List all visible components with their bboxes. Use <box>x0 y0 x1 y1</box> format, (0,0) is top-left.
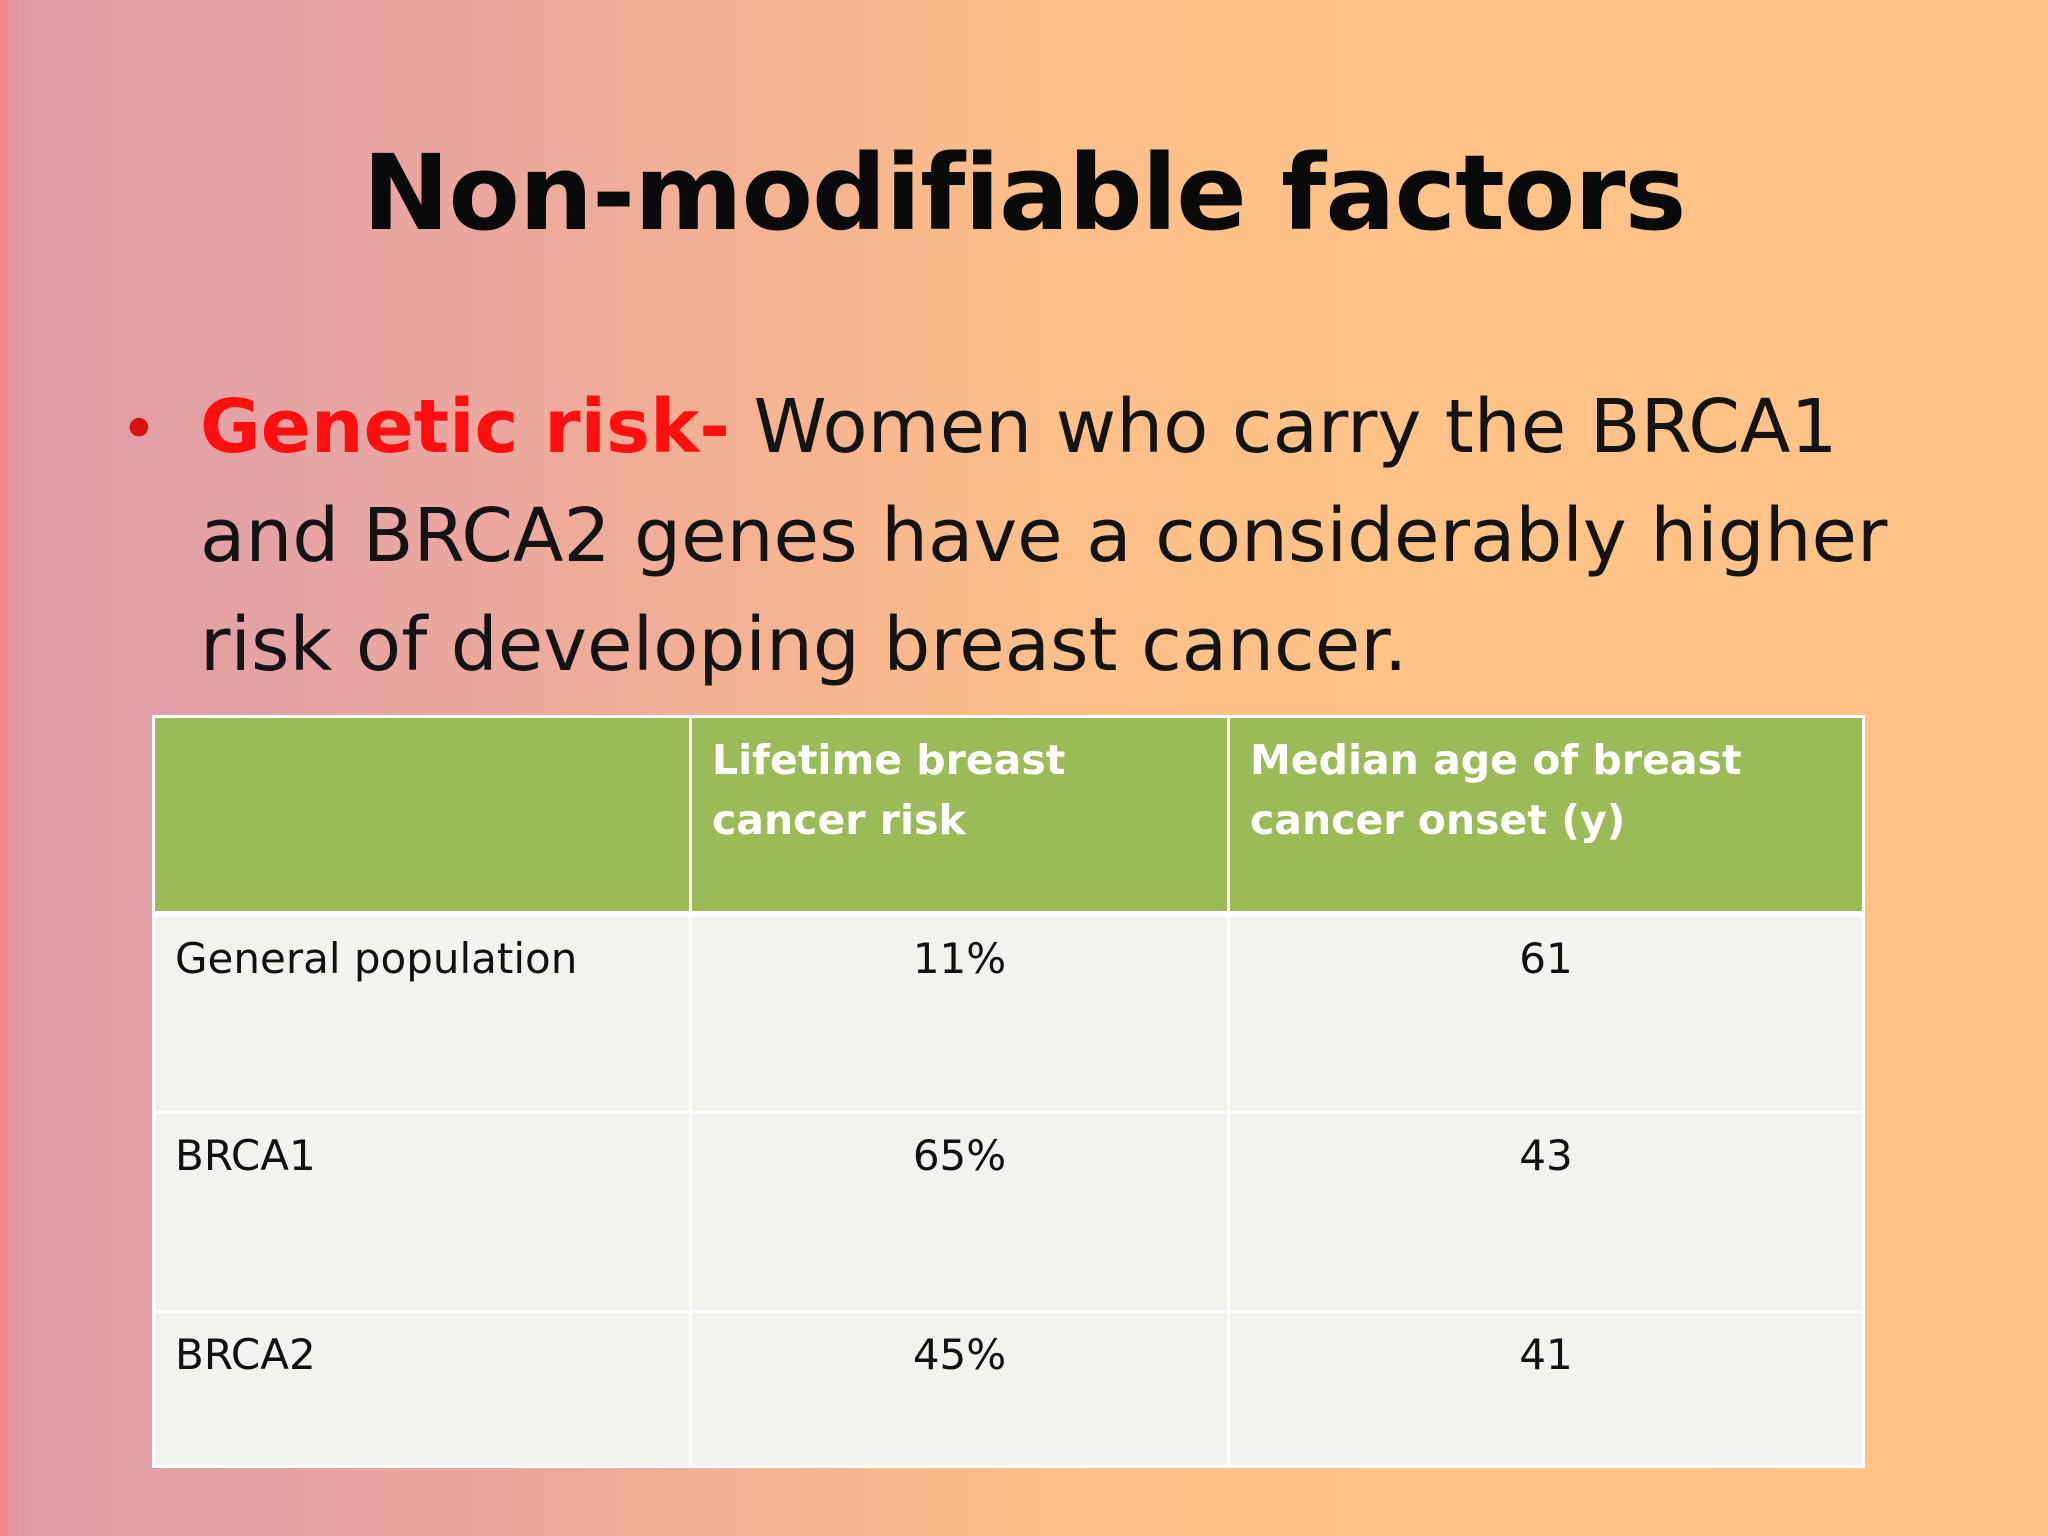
table-row: General population 11% 61 <box>152 912 1865 1114</box>
table-header-median-age: Median age of breast cancer onset (y) <box>1227 715 1865 917</box>
lifetime-risk-value: 11% <box>689 912 1230 1114</box>
bullet-highlight: Genetic risk- <box>200 384 730 470</box>
table-header-cell-empty <box>152 715 692 917</box>
row-label: BRCA2 <box>152 1310 692 1468</box>
bullet-line-1: Genetic risk- Women who carry the BRCA1 <box>200 373 1900 482</box>
bullet-line-3: risk of developing breast cancer. <box>200 602 1408 688</box>
table-header-lifetime-risk: Lifetime breast cancer risk <box>689 715 1230 917</box>
bullet-icon: • <box>120 393 158 467</box>
median-age-value: 61 <box>1227 912 1865 1114</box>
risk-table: Lifetime breast cancer risk Median age o… <box>152 715 1865 1468</box>
row-label: BRCA1 <box>152 1111 692 1313</box>
median-age-value: 43 <box>1227 1111 1865 1313</box>
bullet-line-2: and BRCA2 genes have a considerably high… <box>200 493 1888 579</box>
median-age-value: 41 <box>1227 1310 1865 1468</box>
bullet-text: Genetic risk- Women who carry the BRCA1 … <box>200 373 1900 700</box>
table-row: BRCA1 65% 43 <box>152 1111 1865 1313</box>
lifetime-risk-value: 45% <box>689 1310 1230 1468</box>
table-row: BRCA2 45% 41 <box>152 1310 1865 1468</box>
lifetime-risk-value: 65% <box>689 1111 1230 1313</box>
bullet-line-1-text: Women who carry the BRCA1 <box>753 384 1838 470</box>
row-label: General population <box>152 912 692 1114</box>
table-header-row: Lifetime breast cancer risk Median age o… <box>152 715 1865 917</box>
slide-title: Non-modifiable factors <box>362 132 1687 254</box>
